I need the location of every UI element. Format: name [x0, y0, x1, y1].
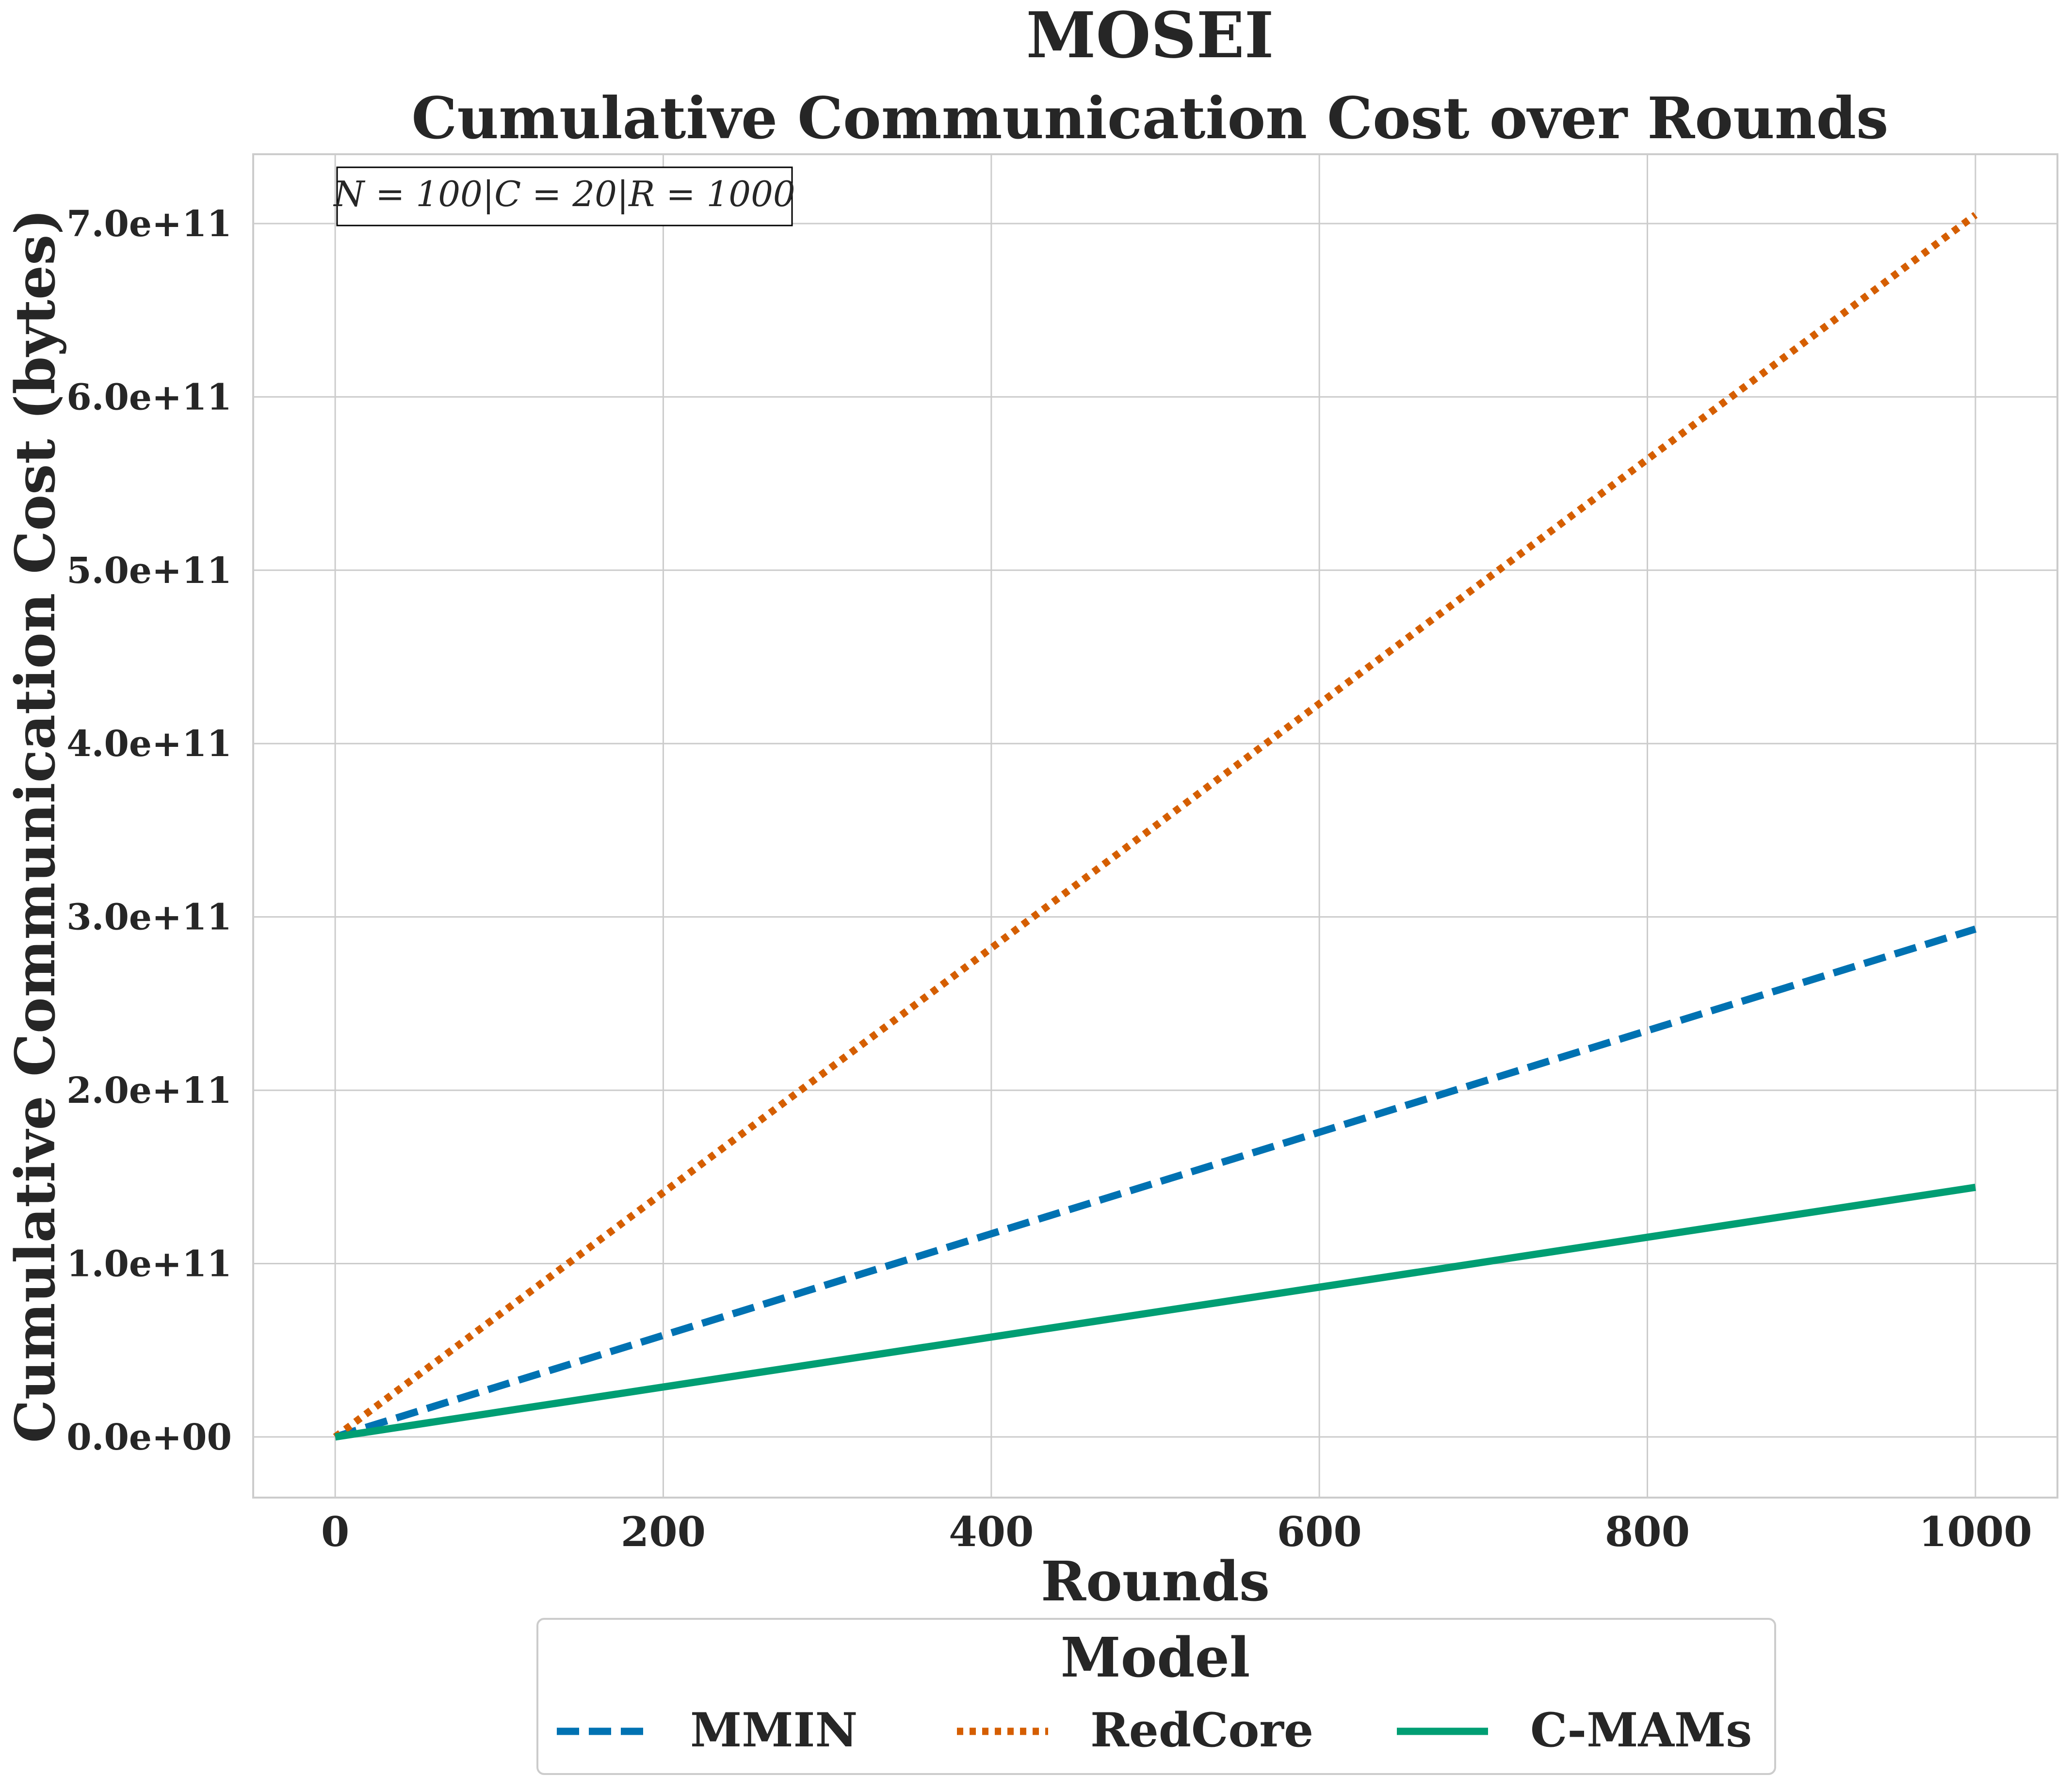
x-tick-label: 600	[1277, 1508, 1362, 1556]
x-tick-labels: 0 200 400 600 800 1000	[321, 1508, 2032, 1556]
x-tick-label: 1000	[1919, 1508, 2032, 1556]
series-line-c-mams	[334, 1183, 1976, 1441]
x-tick-label: 800	[1605, 1508, 1690, 1556]
plot-frame	[252, 153, 2058, 1499]
y-tick-label: 3.0e+11	[66, 897, 232, 938]
chart-suptitle: MOSEI	[1026, 0, 1274, 72]
series-group	[333, 212, 1978, 1441]
y-tick-label: 2.0e+11	[66, 1070, 232, 1112]
legend-items: MMIN RedCore C-MAMs	[557, 1703, 1752, 1758]
legend-label-mmin: MMIN	[690, 1703, 858, 1758]
y-tick-label: 0.0e+00	[66, 1417, 232, 1458]
y-tick-label: 4.0e+11	[66, 723, 232, 765]
x-tick-label: 400	[949, 1508, 1034, 1556]
legend: Model MMIN RedCore C-MAMs	[536, 1618, 1776, 1775]
legend-frame	[536, 1618, 1776, 1775]
x-axis-label: Rounds	[1041, 1550, 1270, 1614]
x-tick-label: 200	[621, 1508, 706, 1556]
grid	[253, 154, 2057, 1498]
y-tick-label: 7.0e+11	[66, 203, 232, 245]
legend-label-redcore: RedCore	[1090, 1703, 1313, 1758]
y-tick-label: 6.0e+11	[66, 376, 232, 418]
y-axis-label: Cumulative Communication Cost (bytes)	[4, 209, 67, 1443]
annotation-text: N = 100|C = 20|R = 1000	[333, 174, 795, 214]
legend-title: Model	[1061, 1626, 1250, 1690]
series-line-redcore	[333, 212, 1978, 1440]
y-tick-label: 1.0e+11	[66, 1243, 232, 1285]
chart-title: Cumulative Communication Cost over Round…	[411, 84, 1888, 152]
x-tick-label: 0	[321, 1508, 349, 1556]
y-tick-labels: 0.0e+00 1.0e+11 2.0e+11 3.0e+11 4.0e+11 5.0e+…	[66, 203, 232, 1458]
annotation-box: N = 100|C = 20|R = 1000	[333, 166, 795, 226]
y-tick-label: 5.0e+11	[66, 550, 232, 592]
legend-label-c-mams: C-MAMs	[1530, 1703, 1752, 1758]
series-line-mmin	[334, 925, 1977, 1441]
